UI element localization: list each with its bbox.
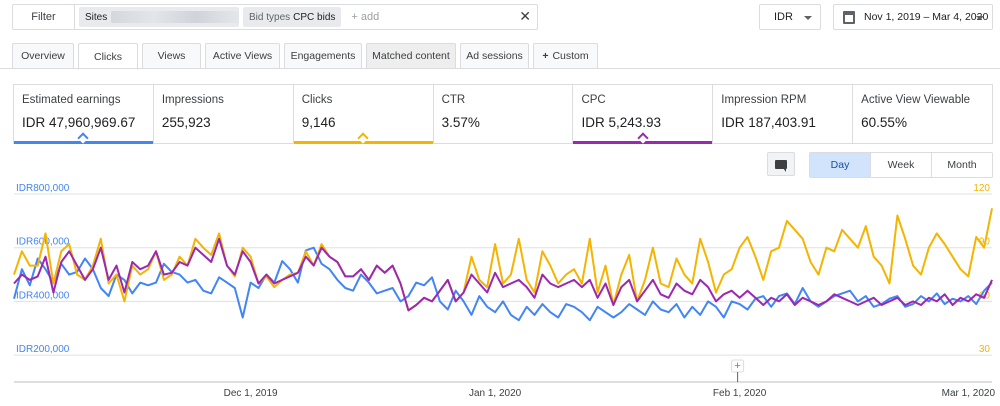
metric-name: Impressions <box>161 94 224 106</box>
metric-value: 60.55% <box>861 115 907 130</box>
y-right-tick-label: 30 <box>979 344 991 355</box>
x-tick-label: Feb 1, 2020 <box>713 388 767 399</box>
chevron-down-icon <box>804 16 812 20</box>
chevron-down-icon <box>976 16 984 20</box>
filter-chip-bid-types-label: CPC bids <box>293 11 336 23</box>
y-left-tick-label: IDR800,000 <box>16 183 70 194</box>
range-week-button[interactable]: Week <box>871 153 932 177</box>
metric-cards: Estimated earnings IDR 47,960,969.67 Imp… <box>13 84 993 144</box>
filter-bar[interactable]: Filter Sites Bid types CPC bids + add ✕ <box>12 4 538 30</box>
metric-value: IDR 5,243.93 <box>581 115 661 130</box>
date-range-label: Nov 1, 2019 – Mar 4, 2020 <box>864 11 989 23</box>
metric-estimated-earnings[interactable]: Estimated earnings IDR 47,960,969.67 <box>14 85 154 144</box>
currency-value: IDR <box>774 11 793 23</box>
x-tick-label: Jan 1, 2020 <box>469 388 522 399</box>
series-line-cpc <box>13 237 993 312</box>
metric-active-view-viewable[interactable]: Active View Viewable 60.55% <box>853 85 992 143</box>
tab-label: Engagements <box>290 50 356 62</box>
metric-value: 255,923 <box>161 115 211 130</box>
tab-label: Custom <box>552 50 589 62</box>
metric-ctr[interactable]: CTR 3.57% <box>434 85 574 143</box>
metric-cpc[interactable]: CPC IDR 5,243.93 <box>573 85 714 144</box>
filter-chip-bid-types-prefix: Bid types <box>249 11 291 23</box>
tab-custom[interactable]: + Custom <box>533 43 598 69</box>
tab-engagements[interactable]: Engagements <box>284 43 362 69</box>
report-tabs: Overview Clicks Views Active Views Engag… <box>12 43 602 70</box>
plus-icon: + <box>542 50 549 62</box>
tab-label: Clicks <box>94 50 122 63</box>
x-tick-label: Mar 1, 2020 <box>942 388 996 399</box>
tab-clicks[interactable]: Clicks <box>78 43 138 70</box>
metric-value: 3.57% <box>441 115 480 130</box>
tab-label: Views <box>157 50 186 62</box>
metric-name: CPC <box>581 94 606 106</box>
metric-name: Estimated earnings <box>22 94 121 106</box>
metric-impressions[interactable]: Impressions 255,923 <box>154 85 294 143</box>
clear-filters-icon[interactable]: ✕ <box>519 8 531 24</box>
add-annotation-icon: + <box>734 360 740 372</box>
add-filter-input[interactable]: + add <box>351 11 380 23</box>
filter-chip-sites-label: Sites <box>85 11 108 23</box>
tab-label: Active Views <box>212 50 273 62</box>
range-month-button[interactable]: Month <box>932 153 992 177</box>
tab-active-views[interactable]: Active Views <box>205 43 280 69</box>
metric-value: 9,146 <box>301 115 336 130</box>
filter-button[interactable]: Filter <box>13 5 75 29</box>
date-range-select[interactable]: Nov 1, 2019 – Mar 4, 2020 <box>833 4 993 30</box>
x-tick-label: Dec 1, 2019 <box>224 388 278 399</box>
comment-icon <box>775 159 787 172</box>
filter-chip-bid-types[interactable]: Bid types CPC bids <box>243 7 342 27</box>
metric-clicks[interactable]: Clicks 9,146 <box>293 85 434 144</box>
metric-name: Active View Viewable <box>861 94 971 106</box>
metric-name: CTR <box>441 94 466 106</box>
tab-label: Matched content <box>372 50 450 62</box>
y-left-tick-label: IDR200,000 <box>16 344 70 355</box>
redacted-site-list <box>111 11 239 23</box>
annotations-button[interactable] <box>767 152 795 176</box>
range-day-button[interactable]: Day <box>810 153 871 177</box>
series-line-clicks <box>13 208 993 312</box>
tab-label: Ad sessions <box>466 50 523 62</box>
granularity-toggle: Day Week Month <box>809 152 993 178</box>
tab-ad-sessions[interactable]: Ad sessions <box>460 43 529 69</box>
metric-value: IDR 47,960,969.67 <box>22 115 136 130</box>
metric-name: Impression RPM <box>721 94 807 106</box>
performance-line-chart[interactable]: IDR200,000IDR400,000IDR600,000IDR800,000… <box>0 180 1000 406</box>
tab-overview[interactable]: Overview <box>12 43 74 69</box>
tab-label: Overview <box>21 50 65 62</box>
tab-divider <box>0 68 1000 69</box>
y-right-tick-label: 120 <box>973 183 990 194</box>
currency-select[interactable]: IDR <box>759 4 821 30</box>
metric-impression-rpm[interactable]: Impression RPM IDR 187,403.91 <box>713 85 854 143</box>
filter-chip-sites[interactable]: Sites <box>79 7 239 27</box>
metric-value: IDR 187,403.91 <box>721 115 816 130</box>
tab-views[interactable]: Views <box>142 43 201 69</box>
metric-name: Clicks <box>301 94 333 106</box>
tab-matched-content[interactable]: Matched content <box>366 43 456 69</box>
y-left-tick-label: IDR400,000 <box>16 290 70 301</box>
calendar-icon <box>843 11 855 24</box>
